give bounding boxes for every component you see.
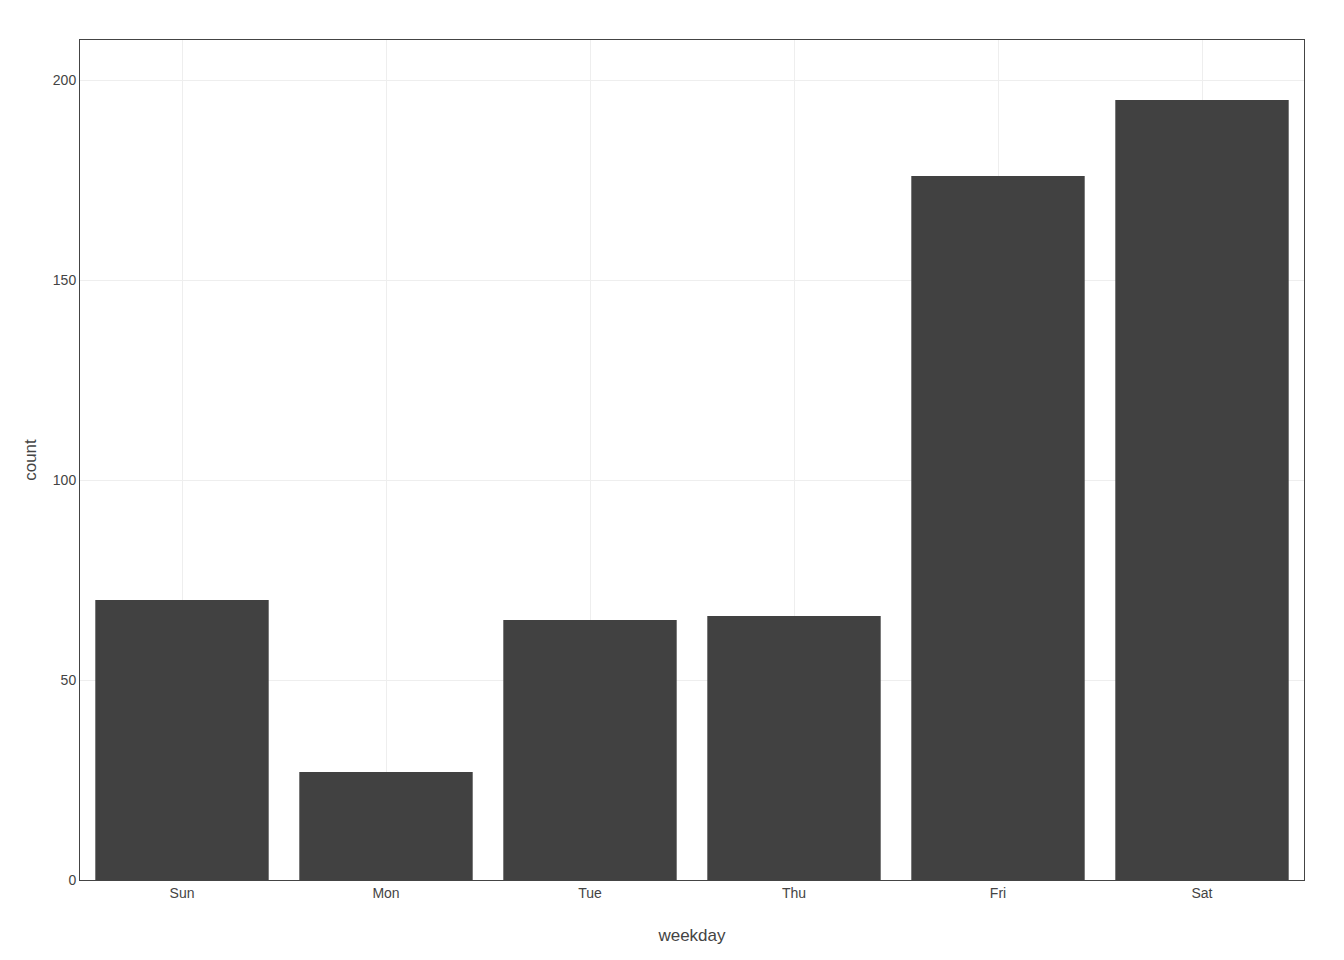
svg-text:Mon: Mon (372, 885, 399, 901)
svg-text:0: 0 (68, 872, 76, 888)
svg-text:200: 200 (53, 72, 77, 88)
svg-text:count: count (21, 439, 40, 481)
svg-text:Fri: Fri (990, 885, 1006, 901)
svg-text:Thu: Thu (782, 885, 806, 901)
svg-text:Tue: Tue (578, 885, 602, 901)
svg-text:50: 50 (61, 672, 77, 688)
svg-text:150: 150 (53, 272, 77, 288)
svg-text:Sat: Sat (1191, 885, 1212, 901)
svg-text:100: 100 (53, 472, 77, 488)
svg-text:Sun: Sun (170, 885, 195, 901)
svg-text:weekday: weekday (657, 926, 726, 945)
